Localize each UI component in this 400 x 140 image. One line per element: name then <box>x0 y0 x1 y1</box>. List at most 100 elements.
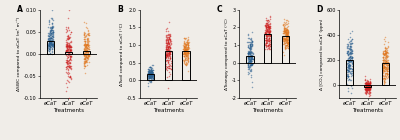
Point <box>384 65 390 68</box>
Point <box>381 80 388 82</box>
Point <box>249 58 256 60</box>
Point <box>147 69 154 71</box>
Point <box>64 60 70 63</box>
Point <box>64 37 71 39</box>
Point <box>346 64 352 66</box>
Point <box>148 71 155 73</box>
Point <box>265 26 271 28</box>
Point <box>148 79 154 82</box>
Point <box>145 72 152 74</box>
Point <box>345 50 352 52</box>
Point <box>145 72 152 74</box>
Point <box>365 84 371 86</box>
Point <box>346 36 353 38</box>
Point <box>365 88 371 91</box>
Point <box>347 64 353 66</box>
Point <box>85 54 92 56</box>
Point <box>266 31 272 33</box>
Point <box>163 52 169 54</box>
Point <box>64 72 70 74</box>
Point <box>265 33 271 35</box>
Point <box>81 63 87 66</box>
Point <box>249 55 256 57</box>
Point <box>366 88 372 90</box>
Point <box>49 29 56 31</box>
Point <box>249 55 256 57</box>
Point <box>384 64 391 66</box>
Point <box>45 48 52 51</box>
Point <box>366 85 373 87</box>
Point <box>266 29 272 31</box>
Point <box>346 48 353 51</box>
Point <box>185 44 191 46</box>
Point <box>82 43 88 45</box>
Point <box>67 45 74 47</box>
Point <box>347 64 354 66</box>
Point <box>63 66 70 68</box>
Point <box>147 72 153 75</box>
Point <box>366 89 373 92</box>
Point <box>50 26 56 28</box>
X-axis label: Treatments: Treatments <box>153 108 184 113</box>
Point <box>246 56 252 58</box>
Point <box>184 61 191 63</box>
Point <box>167 40 174 43</box>
Point <box>380 56 387 58</box>
Point <box>85 47 91 49</box>
Point <box>163 55 169 57</box>
Point <box>346 65 352 67</box>
Point <box>380 53 387 55</box>
Point <box>66 55 73 57</box>
Point <box>66 54 73 56</box>
Point <box>80 31 87 34</box>
Point <box>48 47 55 50</box>
Point <box>49 26 55 28</box>
Point <box>82 42 88 44</box>
Point <box>280 32 287 34</box>
Point <box>345 59 351 61</box>
Point <box>363 82 369 84</box>
Point <box>264 35 270 37</box>
Point <box>183 48 189 50</box>
Point <box>185 39 192 41</box>
Point <box>364 82 371 84</box>
Point <box>165 48 171 50</box>
Point <box>284 32 290 34</box>
Point <box>346 67 353 70</box>
Point <box>265 38 272 40</box>
Point <box>182 48 189 50</box>
Point <box>262 32 269 34</box>
Point <box>366 83 373 86</box>
Point <box>367 85 373 88</box>
Point <box>146 72 153 74</box>
Point <box>346 60 352 62</box>
Point <box>82 45 89 47</box>
Point <box>384 72 390 74</box>
Point <box>245 52 252 54</box>
Point <box>49 32 56 34</box>
Point <box>81 42 88 45</box>
Point <box>66 59 72 61</box>
Point <box>262 39 269 41</box>
Point <box>166 41 172 44</box>
Point <box>382 78 388 80</box>
Point <box>163 44 169 46</box>
Point <box>182 58 188 60</box>
Point <box>363 89 370 92</box>
Point <box>367 81 373 84</box>
Point <box>282 45 288 47</box>
Point <box>364 82 371 84</box>
Point <box>64 45 70 47</box>
Point <box>245 52 251 54</box>
Point <box>85 54 91 56</box>
Point <box>49 26 56 28</box>
Point <box>181 48 188 50</box>
Point <box>48 23 55 25</box>
Point <box>149 72 155 75</box>
Point <box>84 52 90 55</box>
Point <box>184 58 190 61</box>
Point <box>84 47 90 49</box>
Point <box>248 58 254 60</box>
Point <box>381 67 388 69</box>
Point <box>364 89 370 91</box>
